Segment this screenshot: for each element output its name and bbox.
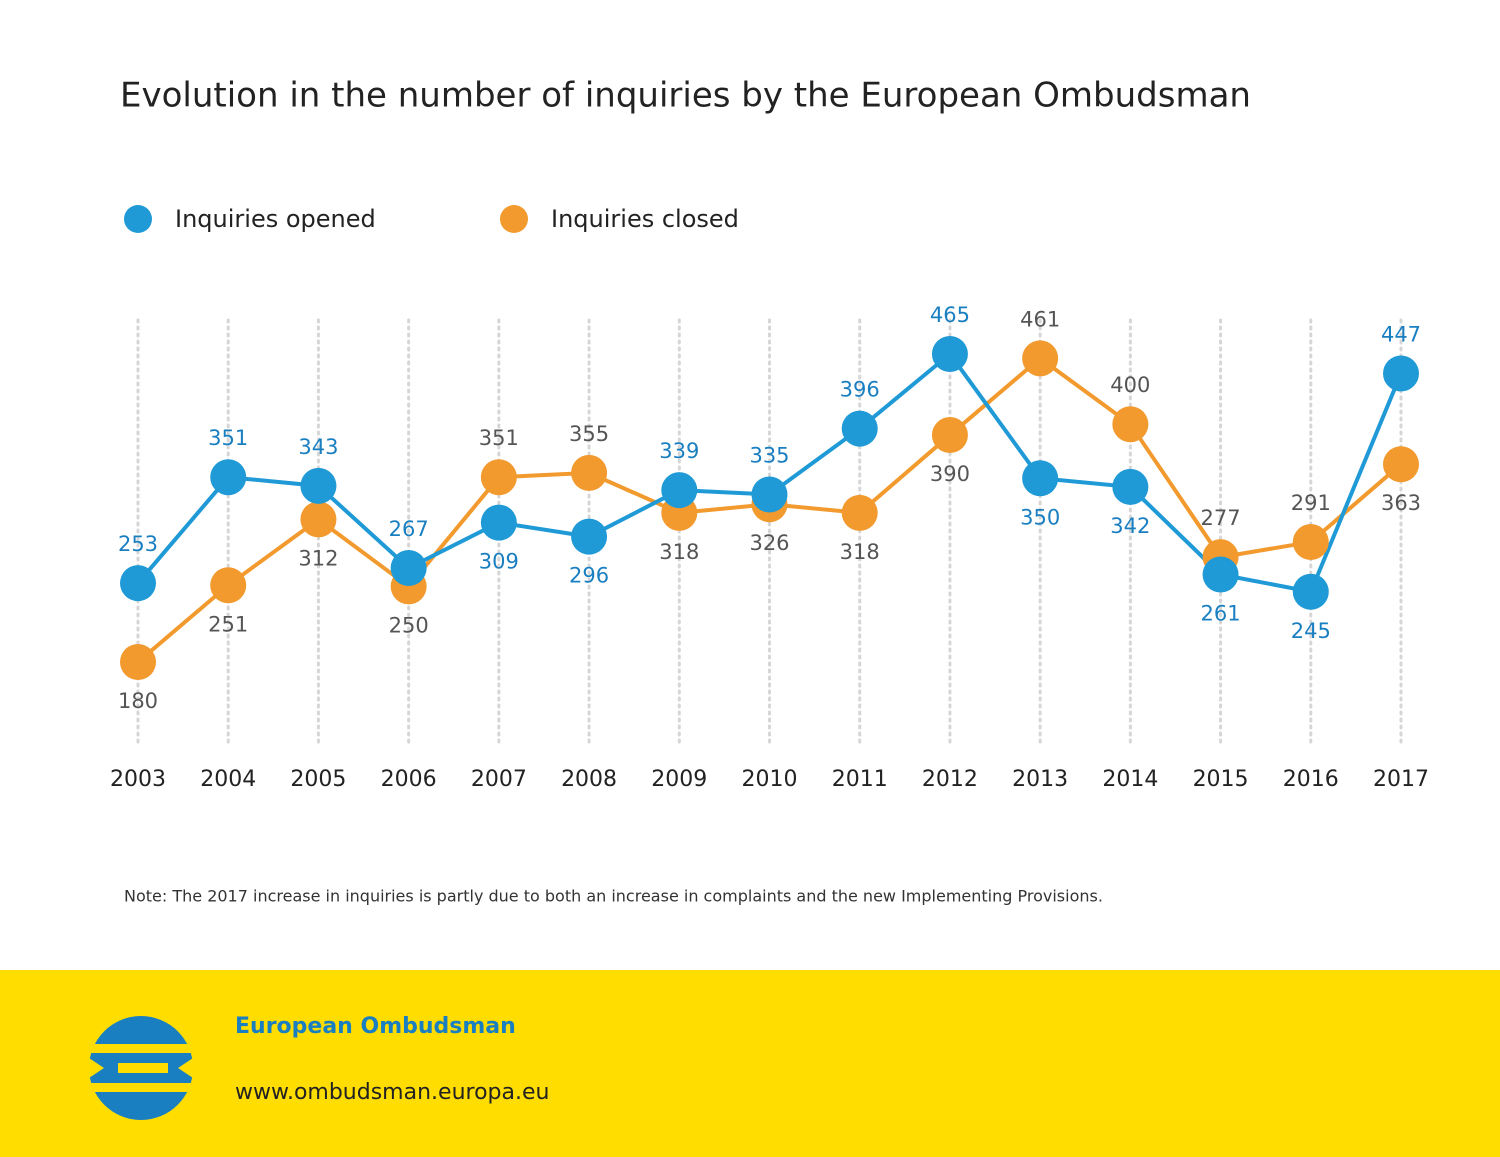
data-label: 312 [298, 546, 338, 570]
data-point [1202, 556, 1239, 593]
data-point [1383, 446, 1419, 483]
data-point [571, 518, 608, 555]
data-label: 390 [930, 462, 970, 486]
data-point [1022, 340, 1059, 377]
data-label: 461 [1020, 307, 1060, 331]
logo-stripe [89, 1083, 193, 1092]
data-label: 400 [1110, 373, 1150, 397]
data-point [300, 501, 337, 538]
x-tick-label: 2007 [471, 767, 527, 792]
data-label: 350 [1020, 505, 1060, 529]
data-label: 291 [1291, 491, 1331, 515]
data-label: 309 [479, 550, 519, 574]
note: Note: The 2017 increase in inquiries is … [124, 887, 1103, 906]
logo-chevron [89, 1058, 104, 1078]
x-tick-label: 2017 [1373, 767, 1429, 792]
data-label: 180 [118, 689, 158, 713]
data-point [1292, 573, 1329, 610]
data-label: 363 [1381, 491, 1421, 515]
data-label: 261 [1201, 601, 1241, 625]
data-point [390, 549, 427, 586]
legend-marker [124, 205, 152, 233]
x-tick-label: 2012 [922, 767, 978, 792]
x-tick-label: 2014 [1102, 767, 1158, 792]
x-tick-label: 2011 [832, 767, 888, 792]
data-point [1022, 460, 1059, 497]
data-label: 253 [118, 532, 158, 556]
data-label: 296 [569, 564, 609, 588]
data-label: 343 [298, 435, 338, 459]
data-label: 465 [930, 303, 970, 327]
x-tick-label: 2015 [1193, 767, 1249, 792]
data-label: 318 [840, 540, 880, 564]
x-tick-label: 2005 [290, 767, 346, 792]
data-point [210, 567, 247, 604]
data-label: 245 [1291, 619, 1331, 643]
data-label: 351 [479, 426, 519, 450]
x-tick-label: 2010 [742, 767, 798, 792]
x-tick-label: 2004 [200, 767, 256, 792]
data-label: 250 [389, 613, 429, 637]
data-point [210, 459, 247, 496]
data-point [120, 565, 156, 602]
data-point [841, 494, 878, 531]
data-point [480, 459, 517, 496]
data-label: 267 [389, 517, 429, 541]
legend-label: Inquiries opened [175, 205, 376, 233]
data-point [931, 417, 968, 454]
data-label: 277 [1201, 506, 1241, 530]
data-point [1292, 524, 1329, 561]
x-tick-label: 2009 [651, 767, 707, 792]
data-point [841, 410, 878, 447]
data-point [480, 504, 517, 541]
x-tick-label: 2016 [1283, 767, 1339, 792]
data-point [1112, 406, 1149, 443]
data-point [120, 644, 156, 680]
data-label: 251 [208, 612, 248, 636]
data-point [1112, 468, 1149, 505]
logo-stripe [118, 1063, 168, 1073]
footer-band [0, 970, 1500, 1157]
legend-label: Inquiries closed [551, 205, 739, 233]
data-point [661, 472, 698, 509]
data-label: 318 [659, 540, 699, 564]
logo-stripe [89, 1044, 193, 1053]
legend-marker [500, 205, 528, 233]
x-tick-label: 2008 [561, 767, 617, 792]
data-label: 447 [1381, 322, 1421, 346]
footer-name: European Ombudsman [235, 1014, 516, 1039]
footer-url: www.ombudsman.europa.eu [235, 1080, 549, 1105]
data-point [1383, 355, 1419, 392]
data-label: 335 [749, 443, 789, 467]
data-point [300, 467, 337, 504]
data-point [571, 454, 608, 491]
chart-title: Evolution in the number of inquiries by … [120, 76, 1251, 116]
data-label: 355 [569, 422, 609, 446]
x-tick-label: 2006 [381, 767, 437, 792]
data-label: 326 [749, 531, 789, 555]
data-label: 351 [208, 426, 248, 450]
x-tick-label: 2013 [1012, 767, 1068, 792]
logo [89, 1016, 193, 1120]
logo-chevron [178, 1058, 193, 1078]
data-label: 342 [1110, 514, 1150, 538]
data-point [751, 476, 788, 513]
x-tick-label: 2003 [110, 767, 166, 792]
data-label: 396 [840, 378, 880, 402]
data-point [931, 336, 968, 372]
data-label: 339 [659, 439, 699, 463]
